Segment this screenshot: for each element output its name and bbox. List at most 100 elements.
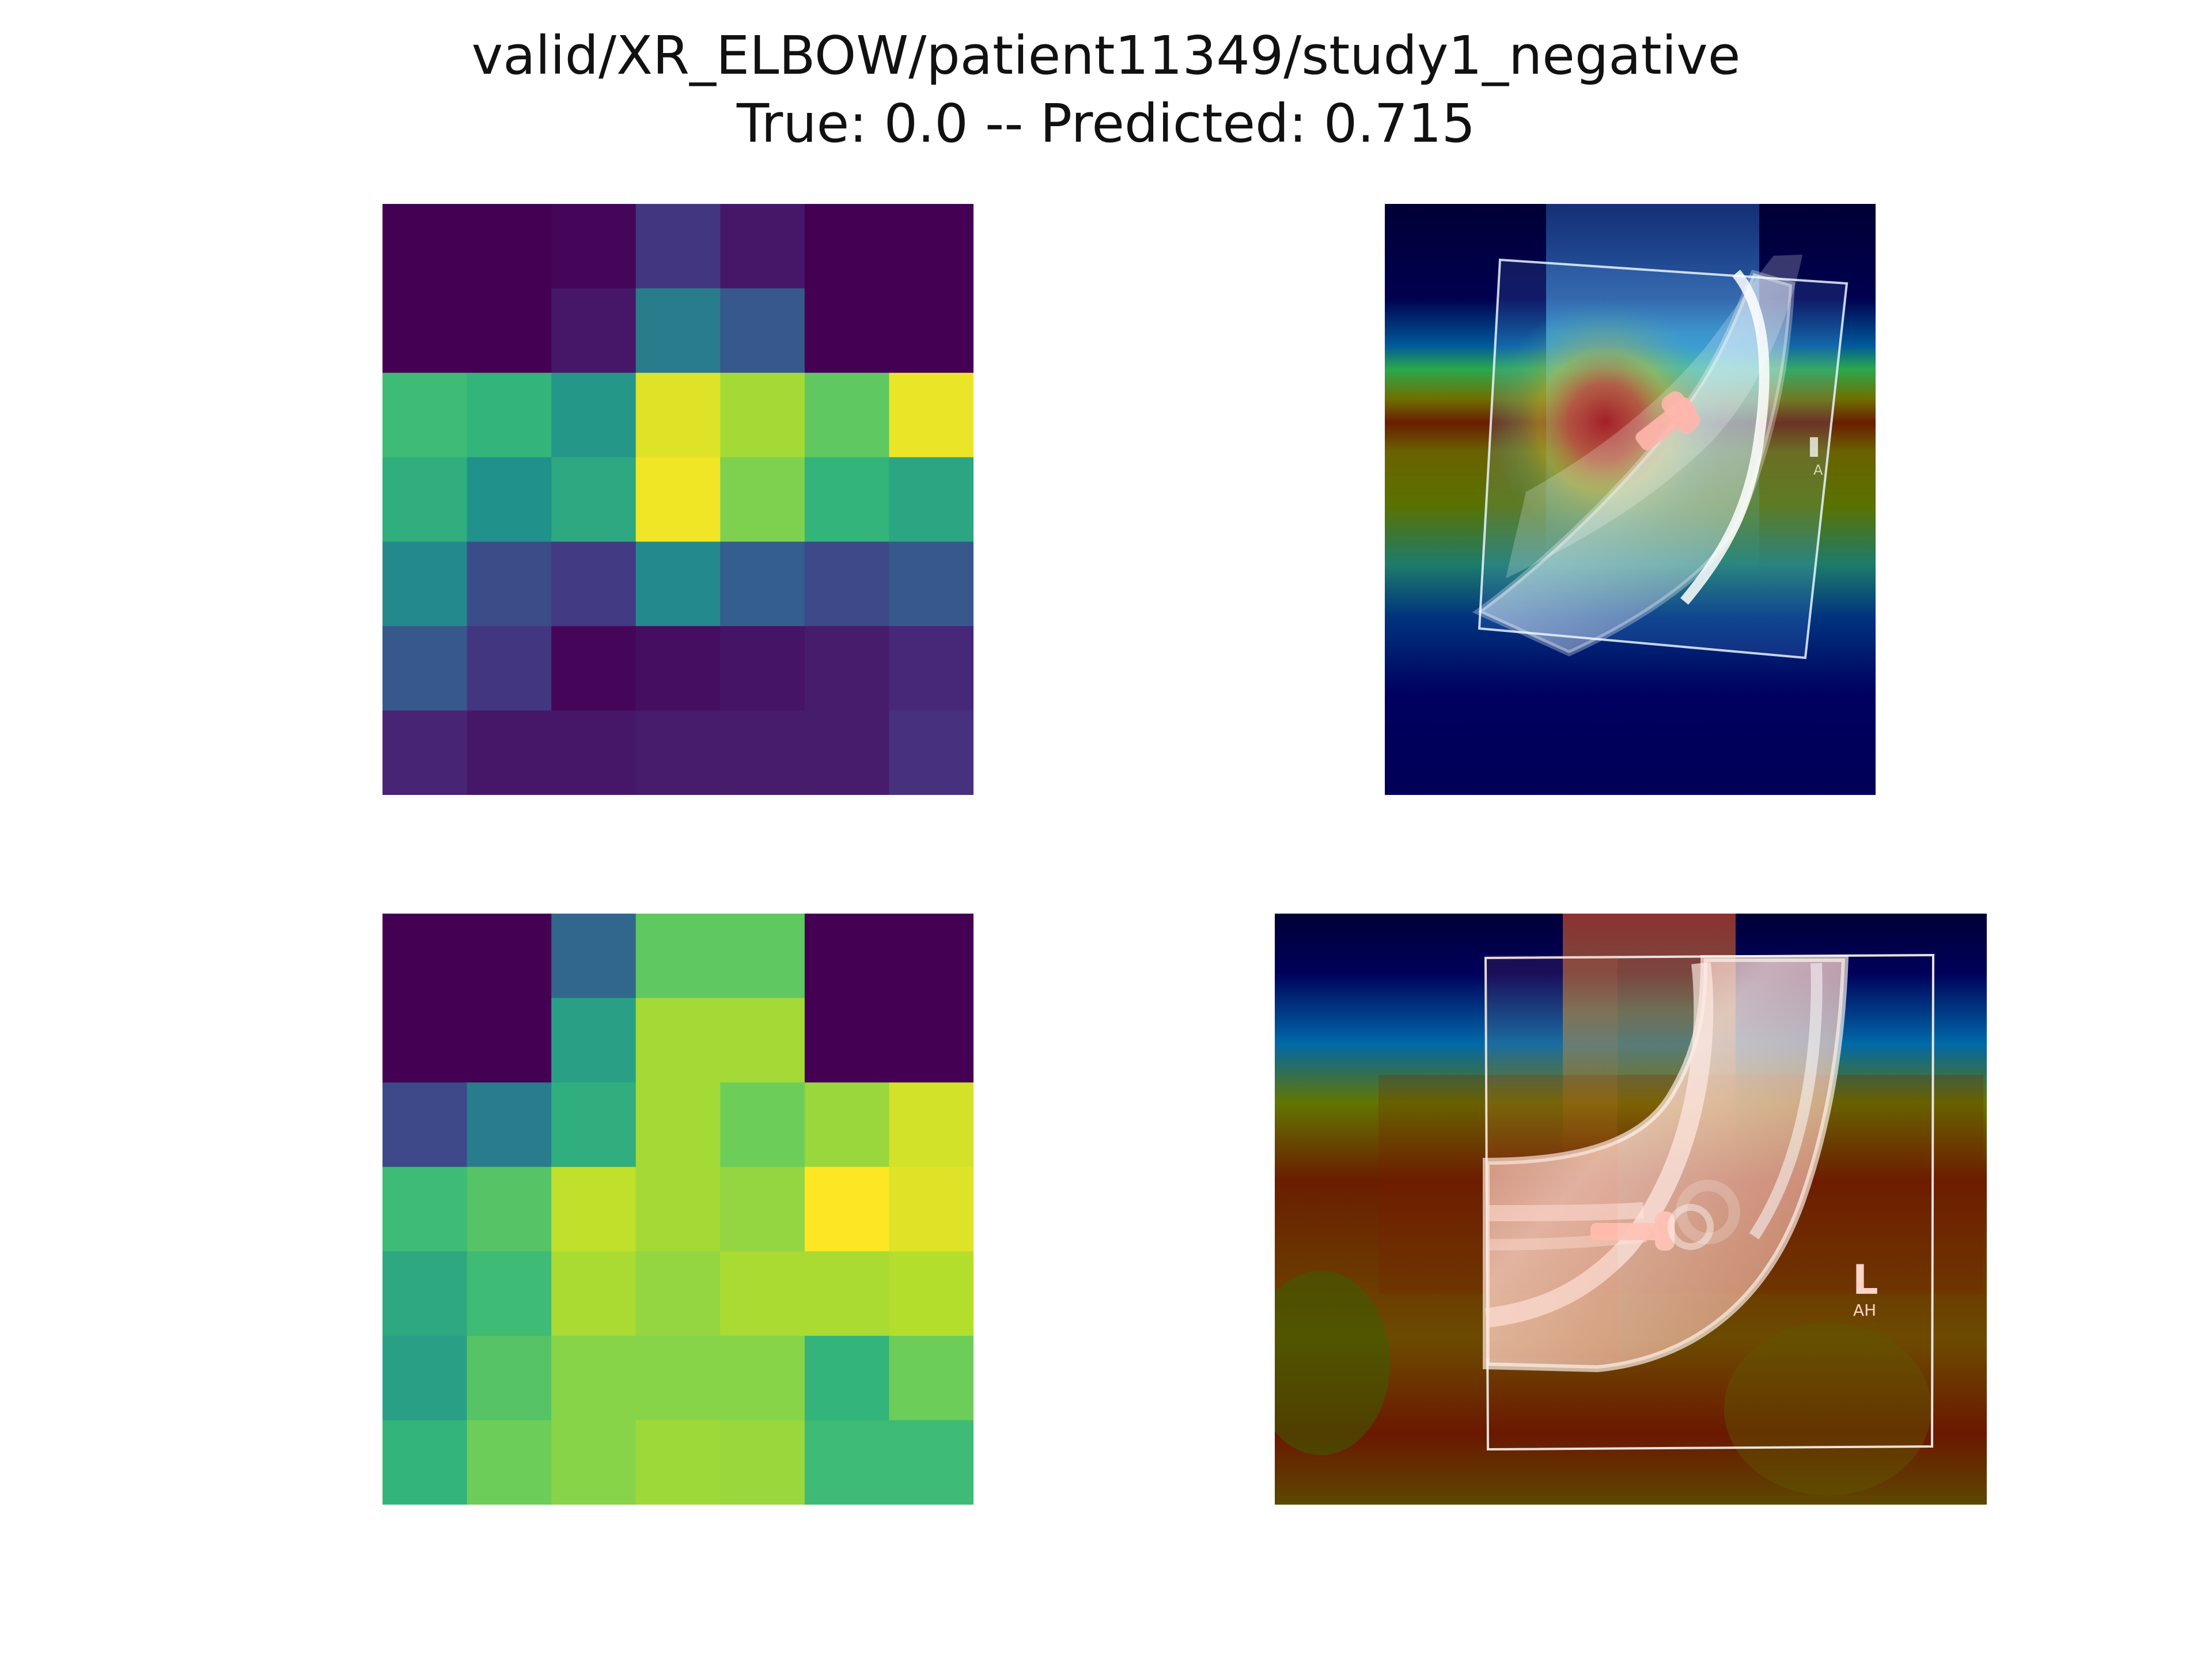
heatmap-cell bbox=[804, 998, 889, 1083]
heatmap-cell bbox=[382, 1251, 468, 1336]
heatmap-cell bbox=[467, 288, 552, 373]
heatmap-cell bbox=[804, 1082, 889, 1168]
heatmap-cell bbox=[720, 373, 805, 458]
heatmap-cell bbox=[467, 373, 552, 458]
heatmap-cell bbox=[635, 1420, 721, 1505]
heatmap-cell bbox=[635, 1082, 721, 1168]
heatmap-cell bbox=[635, 457, 721, 542]
heatmap-cell bbox=[635, 1335, 721, 1421]
figure-subtitle: True: 0.0 -- Predicted: 0.715 bbox=[736, 93, 1476, 154]
heatmap-cell bbox=[382, 457, 468, 542]
heatmap-cell bbox=[720, 626, 805, 711]
heatmap-cell bbox=[804, 1420, 889, 1505]
heatmap-cell bbox=[551, 1251, 637, 1336]
heatmap-cell bbox=[720, 998, 805, 1083]
heatmap-cell bbox=[467, 457, 552, 542]
heatmap-cell bbox=[720, 1251, 805, 1336]
heatmap-cell bbox=[382, 204, 468, 289]
heatmap-cell bbox=[889, 288, 974, 373]
heatmap-cell bbox=[720, 457, 805, 542]
heatmap-cell bbox=[467, 1420, 552, 1505]
heatmap-cell bbox=[889, 373, 974, 458]
heatmap-cell bbox=[889, 1082, 974, 1168]
heatmap-cell bbox=[635, 998, 721, 1083]
heatmap-cell bbox=[635, 710, 721, 795]
heatmap-cell bbox=[551, 288, 637, 373]
heatmap-cell bbox=[382, 1420, 468, 1505]
heatmap-cell bbox=[382, 1082, 468, 1168]
heatmap-cell bbox=[889, 1420, 974, 1505]
heatmap-cell bbox=[804, 288, 889, 373]
heatmap-cell bbox=[467, 1082, 552, 1168]
heatmap-cell bbox=[551, 626, 637, 711]
heatmap-cell bbox=[720, 204, 805, 289]
heatmap-cell bbox=[551, 914, 637, 999]
heatmap-cell bbox=[551, 1420, 637, 1505]
heatmap-cell bbox=[889, 541, 974, 627]
heatmap-cell bbox=[635, 288, 721, 373]
heatmap-cell bbox=[720, 914, 805, 999]
heatmap-cell bbox=[720, 1335, 805, 1421]
heatmap-cell bbox=[635, 373, 721, 458]
heatmap-cell bbox=[551, 1166, 637, 1252]
heatmap-cell bbox=[804, 626, 889, 711]
heatmap-cell bbox=[467, 626, 552, 711]
heatmap-cell bbox=[804, 914, 889, 999]
frame-label-bottom: L bbox=[1853, 1256, 1878, 1304]
heatmap-cell bbox=[467, 204, 552, 289]
heatmap-cell bbox=[635, 541, 721, 627]
heatmap-cell bbox=[889, 998, 974, 1083]
frame-label-top: A bbox=[1813, 462, 1823, 478]
heatmap-cell bbox=[467, 1335, 552, 1421]
heatmap-cell bbox=[635, 1166, 721, 1252]
heatmap-cell bbox=[720, 710, 805, 795]
heatmap-cell bbox=[804, 1335, 889, 1421]
heatmap-cell bbox=[551, 1335, 637, 1421]
heatmap-bottom bbox=[382, 914, 974, 1505]
heatmap-cell bbox=[382, 541, 468, 627]
heatmap-cell bbox=[720, 1082, 805, 1168]
heatmap-cell bbox=[889, 710, 974, 795]
heatmap-cell bbox=[635, 1251, 721, 1336]
heatmap-cell bbox=[551, 204, 637, 289]
heatmap-cell bbox=[804, 541, 889, 627]
overlay-image-bottom: L AH bbox=[1275, 914, 1987, 1505]
heatmap-cell bbox=[635, 626, 721, 711]
overlay-image-top: A bbox=[1385, 204, 1876, 795]
heatmap-cell bbox=[804, 457, 889, 542]
heatmap-cell bbox=[467, 541, 552, 627]
heatmap-cell bbox=[804, 204, 889, 289]
heatmap-cell bbox=[467, 710, 552, 795]
heatmap-cell bbox=[382, 373, 468, 458]
heatmap-cell bbox=[804, 1166, 889, 1252]
heatmap-cell bbox=[889, 914, 974, 999]
heatmap-cell bbox=[889, 1166, 974, 1252]
heatmap-cell bbox=[382, 914, 468, 999]
heatmap-cell bbox=[804, 710, 889, 795]
heatmap-cell bbox=[804, 373, 889, 458]
heatmap-cell bbox=[889, 1251, 974, 1336]
heatmap-cell bbox=[889, 1335, 974, 1421]
heatmap-cell bbox=[635, 204, 721, 289]
heatmap-cell bbox=[382, 288, 468, 373]
heatmap-cell bbox=[467, 1251, 552, 1336]
heatmap-cell bbox=[382, 626, 468, 711]
heatmap-cell bbox=[720, 1420, 805, 1505]
figure-title: valid/XR_ELBOW/patient11349/study1_negat… bbox=[471, 25, 1741, 86]
heatmap-cell bbox=[382, 1166, 468, 1252]
heatmap-cell bbox=[551, 541, 637, 627]
frame-sublabel-bottom: AH bbox=[1853, 1301, 1876, 1320]
heatmap-cell bbox=[551, 710, 637, 795]
heatmap-cell bbox=[467, 1166, 552, 1252]
heatmap-cell bbox=[635, 914, 721, 999]
heatmap-cell bbox=[551, 457, 637, 542]
heatmap-cell bbox=[551, 373, 637, 458]
heatmap-cell bbox=[382, 710, 468, 795]
heatmap-top bbox=[382, 204, 974, 795]
heatmap-cell bbox=[889, 204, 974, 289]
heatmap-cell bbox=[889, 457, 974, 542]
heatmap-cell bbox=[720, 288, 805, 373]
heatmap-cell bbox=[551, 1082, 637, 1168]
heatmap-cell bbox=[889, 626, 974, 711]
heatmap-cell bbox=[551, 998, 637, 1083]
